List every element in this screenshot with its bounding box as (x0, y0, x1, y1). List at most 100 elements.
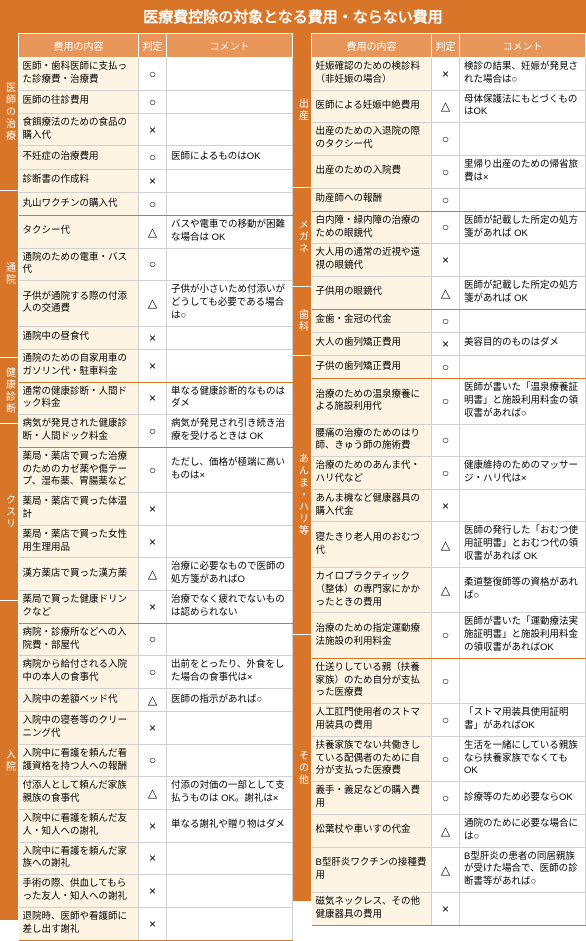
expense-comment: 医師の発行した「おむつ使用証明書」とおむつ代の領収書があれば OK (460, 522, 586, 567)
category-label: クスリ (0, 424, 18, 601)
judgment-mark: △ (139, 216, 167, 249)
table-row: 人工肛門使用者のストマ用装具の費用○「ストマ用装具使用証明書」があればOK (312, 704, 586, 737)
table-row: 子供の歯列矯正費用○ (312, 355, 586, 378)
judgment-mark: ○ (432, 211, 460, 244)
expense-content: 磁気ネックレス、その他健康器具の費用 (312, 892, 432, 925)
judgment-mark: △ (432, 567, 460, 612)
expense-comment: 病気が発見され引き続き治療を受けるときは OK (167, 415, 293, 448)
header-comment: コメント (460, 34, 586, 58)
expense-comment (460, 489, 586, 522)
expense-comment (167, 525, 293, 558)
judgment-mark: ○ (432, 457, 460, 490)
table-row: 付添人として頼んだ家族親族の食事代△付添の対価の一部として支払うものは OK。謝… (19, 777, 293, 810)
table-row: 出産のための入退院の際のタクシー代○ (312, 123, 586, 156)
judgment-mark: △ (432, 276, 460, 309)
right-table: 費用の内容 判定 コメント 妊娠確認のための検診料（非妊娠の場合）×検診の結果、… (311, 33, 586, 926)
category-label: 医師の治療 (0, 33, 18, 191)
expense-comment (167, 712, 293, 745)
judgment-mark: ○ (432, 123, 460, 156)
judgment-mark: ○ (139, 447, 167, 492)
header-judge: 判定 (432, 34, 460, 58)
table-row: 大人用の通常の近視や遠視の眼鏡代× (312, 244, 586, 277)
expense-content: 病院から給付される入院中の本人の食事代 (19, 656, 139, 689)
table-row: 医師・歯科医師に支払った診療費・治療費○ (19, 58, 293, 91)
judgment-mark: ○ (432, 155, 460, 188)
expense-content: 松葉杖や車いすの代金 (312, 814, 432, 847)
judgment-mark: × (432, 892, 460, 925)
table-row: 出産のための入院費○里帰り出産のための帰省旅費は× (312, 155, 586, 188)
expense-content: 丸山ワクチンの購入代 (19, 192, 139, 215)
expense-comment (167, 842, 293, 875)
expense-comment (167, 90, 293, 113)
judgment-mark: △ (432, 814, 460, 847)
expense-content: 出産のための入院費 (312, 155, 432, 188)
judgment-mark: ○ (139, 146, 167, 169)
judgment-mark: × (432, 58, 460, 91)
expense-content: B型肝炎ワクチンの接種費用 (312, 847, 432, 892)
expense-comment: B型肝炎の患者の同居親族が受けた場合で、医師の診断書等があれば○ (460, 847, 586, 892)
expense-comment: 治療でなく疲れでないものは認められない (167, 591, 293, 624)
table-row: 薬局・薬店で買った治療のためのカゼ薬や傷テープ、湿布薬、胃腸薬など○ただし、価格… (19, 447, 293, 492)
columns-wrap: 医師の治療通院健康診断クスリ入院 費用の内容 判定 コメント 医師・歯科医師に支… (0, 33, 586, 941)
expense-comment (460, 892, 586, 925)
judgment-mark: △ (432, 847, 460, 892)
judgment-mark: × (139, 525, 167, 558)
right-column: 出産メガネ歯科あんま・ハリ等その他 費用の内容 判定 コメント 妊娠確認のための… (293, 33, 586, 941)
expense-content: 通常の健康診断・人間ドック料金 (19, 382, 139, 415)
expense-comment (167, 169, 293, 192)
expense-comment: 検診の結果、妊娠が発見された場合は○ (460, 58, 586, 91)
judgment-mark: ○ (432, 613, 460, 658)
expense-comment: 「ストマ用装具使用証明書」があればOK (460, 704, 586, 737)
expense-content: 寝たきり老人用のおむつ代 (312, 522, 432, 567)
table-row: 義手・義足などの購入費用○診療等のため必要ならOK (312, 782, 586, 815)
header-judge: 判定 (139, 34, 167, 58)
table-row: 病院から給付される入院中の本人の食事代○出前をとったり、外食をした場合の食事代は… (19, 656, 293, 689)
expense-content: 薬局で買った健康ドリンクなど (19, 591, 139, 624)
table-row: 治療のためのあんま代・ハリ代など○健康維持のためのマッサージ・ハリ代は× (312, 457, 586, 490)
expense-content: 入院中の差額ベッド代 (19, 688, 139, 711)
category-strip-left: 医師の治療通院健康診断クスリ入院 (0, 33, 18, 941)
table-row: 薬局・薬店で買った女性用生理用品× (19, 525, 293, 558)
expense-comment: 通院のために必要な場合には○ (460, 814, 586, 847)
left-column: 医師の治療通院健康診断クスリ入院 費用の内容 判定 コメント 医師・歯科医師に支… (0, 33, 293, 941)
expense-comment: 母体保護法にもとづくものはOK (460, 90, 586, 123)
table-row: 入院中の寝巻等のクリーニング代× (19, 712, 293, 745)
expense-content: 扶養家族でない共働きしている配偶者のために自分が支払った医療費 (312, 736, 432, 781)
judgment-mark: ○ (432, 355, 460, 378)
table-row: 金歯・金冠の代金○ (312, 309, 586, 332)
judgment-mark: ○ (432, 188, 460, 211)
expense-comment: 医師の指示があれば○ (167, 688, 293, 711)
expense-comment: 生活を一緒にしている親族なら扶養家族でなくてもOK (460, 736, 586, 781)
category-label: 歯科 (293, 287, 311, 356)
expense-comment (167, 192, 293, 215)
expense-content: 漢方薬店で買った漢方薬 (19, 558, 139, 591)
table-row: 大人の歯列矯正費用×美容目的のものはダメ (312, 332, 586, 355)
expense-content: 子供が通院する際の付添人の交通費 (19, 281, 139, 326)
table-row: 通院のための電車・バス代○ (19, 248, 293, 281)
expense-content: 人工肛門使用者のストマ用装具の費用 (312, 704, 432, 737)
expense-content: 妊娠確認のための検診料（非妊娠の場合） (312, 58, 432, 91)
judgment-mark: × (139, 591, 167, 624)
expense-comment (167, 875, 293, 908)
table-row: 入院中の差額ベッド代△医師の指示があれば○ (19, 688, 293, 711)
expense-comment (167, 58, 293, 91)
expense-content: 出産のための入退院の際のタクシー代 (312, 123, 432, 156)
judgment-mark: × (139, 810, 167, 843)
judgment-mark: ○ (139, 656, 167, 689)
expense-comment: 医師が書いた「温泉療養証明書」と施設利用料金の領収書があれば○ (460, 379, 586, 424)
expense-content: 病院・診療所などへの入院費・部屋代 (19, 623, 139, 656)
expense-comment: 医師が記載した所定の処方箋があれば OK (460, 276, 586, 309)
table-row: 通常の健康診断・人間ドック料金×単なる健康診断的なものはダメ (19, 382, 293, 415)
judgment-mark: ○ (432, 424, 460, 457)
judgment-mark: × (139, 113, 167, 146)
table-row: B型肝炎ワクチンの接種費用△B型肝炎の患者の同居親族が受けた場合で、医師の診断書… (312, 847, 586, 892)
table-row: 白内障・緑内障の治療のための眼鏡代○医師が記載した所定の処方箋があれば OK (312, 211, 586, 244)
expense-content: 子供の歯列矯正費用 (312, 355, 432, 378)
expense-comment: 付添の対価の一部として支払うものは OK。謝礼は× (167, 777, 293, 810)
expense-content: 医師の往診費用 (19, 90, 139, 113)
table-row: 診断書の作成料× (19, 169, 293, 192)
judgment-mark: × (432, 489, 460, 522)
expense-comment: バスや電車での移動が困難な場合は OK (167, 216, 293, 249)
expense-content: 大人の歯列矯正費用 (312, 332, 432, 355)
judgment-mark: ○ (432, 782, 460, 815)
